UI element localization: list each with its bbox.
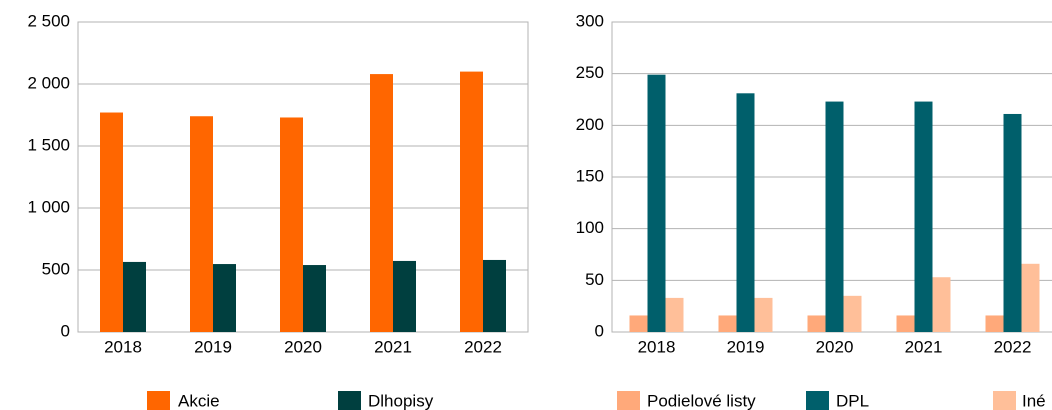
- y-tick-label: 150: [576, 166, 604, 185]
- bar: [213, 264, 236, 332]
- bar: [190, 116, 213, 333]
- bar: [393, 260, 416, 332]
- bar: [647, 74, 666, 332]
- legend-swatch: [993, 391, 1016, 410]
- legend-label: Iné: [1022, 391, 1046, 410]
- legend-swatch: [147, 391, 170, 410]
- bar: [665, 297, 684, 332]
- x-tick-label: 2022: [994, 337, 1032, 356]
- legend-label: Akcie: [178, 391, 220, 410]
- legend-label: Dlhopisy: [368, 391, 434, 410]
- x-tick-label: 2022: [464, 337, 502, 356]
- x-tick-label: 2020: [284, 337, 322, 356]
- bar: [370, 74, 393, 332]
- y-tick-label: 100: [576, 218, 604, 237]
- bar: [1021, 263, 1040, 332]
- y-tick-label: 200: [576, 115, 604, 134]
- bar: [843, 295, 862, 332]
- x-tick-label: 2021: [905, 337, 943, 356]
- x-tick-label: 2020: [816, 337, 854, 356]
- x-tick-label: 2018: [104, 337, 142, 356]
- y-tick-label: 1 000: [27, 197, 70, 216]
- bar: [985, 315, 1004, 332]
- y-tick-label: 2 500: [27, 11, 70, 30]
- y-tick-label: 2 000: [27, 73, 70, 92]
- bar: [914, 101, 933, 332]
- bar: [123, 261, 146, 332]
- bar: [629, 315, 648, 332]
- y-tick-label: 0: [595, 321, 604, 340]
- x-tick-label: 2019: [194, 337, 232, 356]
- bar: [825, 101, 844, 332]
- legend-swatch: [617, 391, 640, 410]
- legend-swatch: [806, 391, 829, 410]
- y-tick-label: 0: [61, 321, 70, 340]
- y-tick-label: 300: [576, 11, 604, 30]
- x-tick-label: 2021: [374, 337, 412, 356]
- bar: [736, 93, 755, 332]
- bar: [932, 277, 951, 332]
- y-tick-label: 250: [576, 63, 604, 82]
- bar: [807, 315, 826, 332]
- bar: [280, 117, 303, 332]
- bar: [896, 315, 915, 332]
- bar: [303, 265, 326, 332]
- legend-swatch: [338, 391, 361, 410]
- bar: [483, 259, 506, 332]
- bar: [100, 112, 123, 333]
- legend-label: DPL: [836, 391, 869, 410]
- legend-label: Podielové listy: [647, 391, 756, 410]
- x-tick-label: 2019: [727, 337, 765, 356]
- bar: [718, 315, 737, 332]
- bar: [1003, 113, 1022, 332]
- bar: [460, 71, 483, 332]
- y-tick-label: 500: [42, 259, 70, 278]
- bar: [754, 297, 773, 332]
- y-tick-label: 50: [585, 270, 604, 289]
- x-tick-label: 2018: [638, 337, 676, 356]
- y-tick-label: 1 500: [27, 135, 70, 154]
